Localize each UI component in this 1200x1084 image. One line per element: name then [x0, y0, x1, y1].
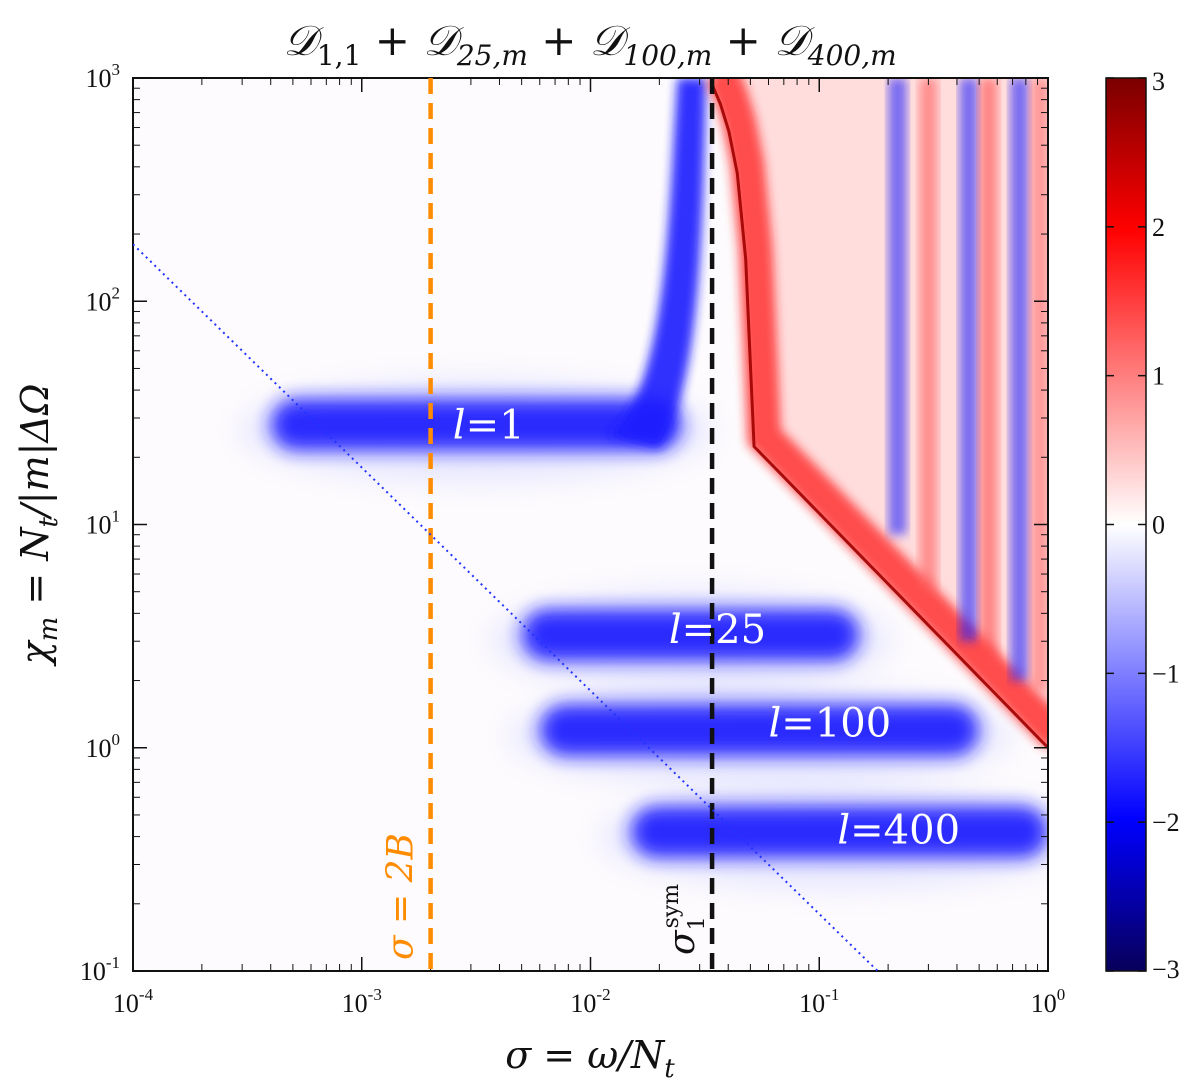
- stripe-1: [919, 78, 938, 592]
- band-label-2: l=100: [769, 700, 892, 746]
- band-label-eq: =: [682, 607, 716, 653]
- x-tick-exp: -4: [139, 985, 154, 1004]
- stripe-3: [979, 78, 998, 659]
- x-tick-label: 100: [1031, 985, 1066, 1018]
- colorbar-tick-label: −3: [1152, 955, 1180, 984]
- band-label-eq: =: [781, 700, 815, 746]
- sigma1-sup: sym: [659, 884, 684, 929]
- band-label-1: l=25: [669, 607, 766, 653]
- colorbar-tick-label: 1: [1152, 362, 1165, 391]
- y-axis-label: χm = Nt/|m|ΔΩ: [13, 384, 64, 668]
- y-tick-base: 10: [86, 64, 112, 93]
- title-plus1: +: [375, 16, 410, 65]
- x-tick-exp: -1: [825, 985, 839, 1004]
- y-tick-exp: 3: [112, 60, 121, 79]
- colorbar-ticks: 3 2 1 0 −1 −2 −3: [1106, 67, 1180, 984]
- red-ridge: [706, 78, 1048, 750]
- band-label-n: 1: [499, 403, 524, 449]
- red-edge: [710, 83, 1048, 749]
- y-tick-base: 10: [80, 957, 106, 986]
- x-tick-label: 10-4: [113, 985, 154, 1018]
- x-tick-label: 10-1: [799, 985, 839, 1018]
- colorbar-tick-label: 0: [1152, 511, 1165, 540]
- band-label-l: l: [837, 808, 850, 854]
- x-tick-label: 10-3: [342, 985, 382, 1018]
- colorbar-tick-label: −1: [1152, 659, 1180, 688]
- x-tick-base: 10: [342, 989, 368, 1018]
- y-axis-label-main: χ: [13, 639, 57, 667]
- band-label-eq: =: [850, 808, 884, 854]
- y-tick-label: 10-1: [80, 953, 120, 986]
- title-plus3: +: [726, 16, 761, 65]
- band-l1-upturn: [608, 78, 707, 449]
- title-sub2: 25,m: [456, 39, 528, 72]
- title-sub3: 100,m: [623, 39, 712, 72]
- y-tick-label: 103: [86, 60, 121, 93]
- band-2: [539, 704, 980, 757]
- band-label-n: 400: [884, 808, 960, 854]
- y-axis-label-rest: = N: [13, 526, 57, 617]
- stripe-4: [1010, 78, 1029, 681]
- chart-title: 𝒟1,1 + 𝒟25,m + 𝒟100,m + 𝒟400,m: [283, 16, 896, 75]
- y-tick-label: 101: [86, 507, 121, 540]
- y-axis-label-rest-sub: t: [34, 516, 64, 527]
- stripe-0: [888, 78, 907, 535]
- stripe-2: [959, 78, 978, 642]
- y-tick-label: 100: [86, 730, 121, 763]
- sigma1-main: σ: [662, 929, 703, 955]
- y-tick-exp: -1: [106, 953, 120, 972]
- x-tick-base: 10: [799, 989, 825, 1018]
- band-label-3: l=400: [837, 808, 960, 854]
- y-axis-label-tail: /|m|ΔΩ: [13, 384, 57, 521]
- title-sub1: 1,1: [317, 39, 362, 72]
- heatmap-layer: [240, 78, 1048, 888]
- y-tick-base: 10: [86, 511, 112, 540]
- title-sub4: 400,m: [807, 39, 897, 72]
- x-axis-label: σ = ω/Nt: [505, 1033, 675, 1084]
- x-tick-exp: -3: [368, 985, 382, 1004]
- x-tick-base: 10: [1031, 989, 1057, 1018]
- y-tick-base: 10: [86, 287, 112, 316]
- sigma1-sym-label: σ1sym: [659, 884, 710, 955]
- title-plus2: +: [541, 16, 576, 65]
- y-axis-label-sub: m: [34, 617, 64, 642]
- band-label-l: l: [453, 403, 466, 449]
- sigma-2b-label: σ = 2B: [381, 833, 422, 960]
- x-axis-label-main: σ = ω/N: [505, 1033, 666, 1077]
- band-label-eq: =: [466, 403, 500, 449]
- x-tick-label: 10-2: [570, 985, 610, 1018]
- y-tick-exp: 2: [112, 283, 121, 302]
- band-0: [270, 398, 682, 451]
- x-tick-exp: -2: [596, 985, 610, 1004]
- band-label-l: l: [669, 607, 682, 653]
- sigma1-sub: 1: [685, 916, 710, 930]
- band-label-0: l=1: [453, 403, 525, 449]
- band-3: [630, 805, 1048, 858]
- band-label-l: l: [769, 700, 782, 746]
- y-tick-base: 10: [86, 734, 112, 763]
- colorbar-tick-label: −2: [1152, 808, 1180, 837]
- x-tick-exp: 0: [1057, 985, 1066, 1004]
- colorbar-tick-label: 2: [1152, 213, 1165, 242]
- x-axis-label-sub: t: [664, 1054, 675, 1084]
- x-tick-base: 10: [113, 989, 139, 1018]
- colorbar-tick-label: 3: [1152, 67, 1165, 96]
- band-label-n: 100: [815, 700, 891, 746]
- band-label-n: 25: [715, 607, 766, 653]
- stripe-5: [1030, 78, 1048, 691]
- x-tick-base: 10: [570, 989, 596, 1018]
- band-1: [521, 608, 860, 661]
- y-tick-exp: 1: [112, 507, 121, 526]
- y-tick-exp: 0: [112, 730, 121, 749]
- y-tick-label: 102: [86, 283, 121, 316]
